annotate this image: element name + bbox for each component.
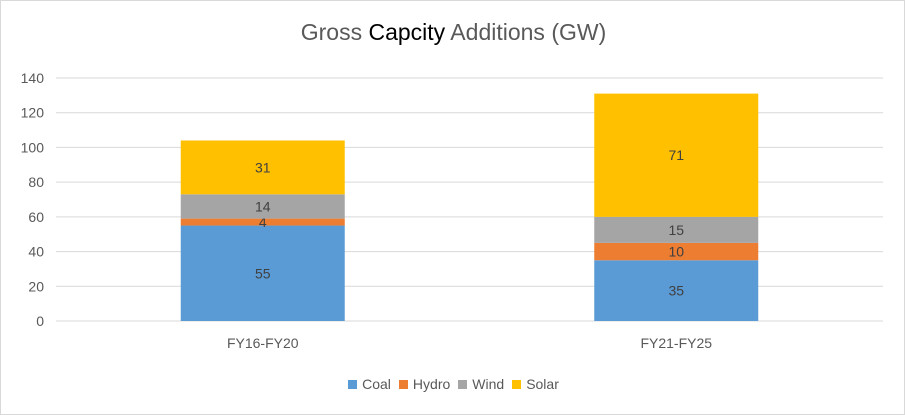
chart-title: Gross Capcity Additions (GW) xyxy=(1,19,904,46)
legend-swatch xyxy=(512,380,522,389)
legend-swatch xyxy=(458,380,468,389)
title-part: Gross xyxy=(300,19,369,45)
data-label: 15 xyxy=(668,222,684,238)
bar-coal xyxy=(594,260,759,321)
bar-wind xyxy=(180,194,345,219)
data-label: 35 xyxy=(668,283,684,299)
legend-label: Wind xyxy=(472,376,505,392)
title-part-highlight: Capcity xyxy=(368,19,446,45)
bar-solar xyxy=(594,93,759,217)
legend-swatch xyxy=(348,380,358,389)
legend-label: Hydro xyxy=(412,376,451,392)
data-label: 55 xyxy=(255,265,271,281)
legend-item: Hydro xyxy=(398,376,451,392)
legend: Coal Hydro Wind Solar xyxy=(1,376,904,392)
y-tick-label: 140 xyxy=(21,70,45,86)
bar-solar xyxy=(180,140,345,195)
y-tick-label: 120 xyxy=(21,105,45,121)
bar-coal xyxy=(180,225,345,321)
data-label: 14 xyxy=(255,198,271,214)
x-tick-label: FY21-FY25 xyxy=(640,335,712,351)
y-tick-label: 0 xyxy=(36,313,44,329)
bar-wind xyxy=(594,216,759,243)
title-part: Additions (GW) xyxy=(445,19,607,45)
legend-swatch xyxy=(398,380,408,389)
legend-label: Solar xyxy=(526,376,559,392)
bar-hydro xyxy=(180,218,345,226)
y-tick-label: 80 xyxy=(28,174,44,190)
x-tick-label: FY16-FY20 xyxy=(227,335,299,351)
data-label: 71 xyxy=(668,147,684,163)
legend-item: Wind xyxy=(458,376,504,392)
data-label: 31 xyxy=(255,159,271,175)
data-label: 10 xyxy=(668,244,684,260)
y-tick-label: 40 xyxy=(28,244,44,260)
legend-label: Coal xyxy=(362,376,391,392)
legend-item: Coal xyxy=(348,376,391,392)
data-label: 4 xyxy=(259,214,267,230)
bar-hydro xyxy=(594,242,759,261)
y-tick-label: 100 xyxy=(21,139,45,155)
legend-item: Solar xyxy=(512,376,559,392)
y-tick-label: 20 xyxy=(28,278,44,294)
y-tick-label: 60 xyxy=(28,209,44,225)
